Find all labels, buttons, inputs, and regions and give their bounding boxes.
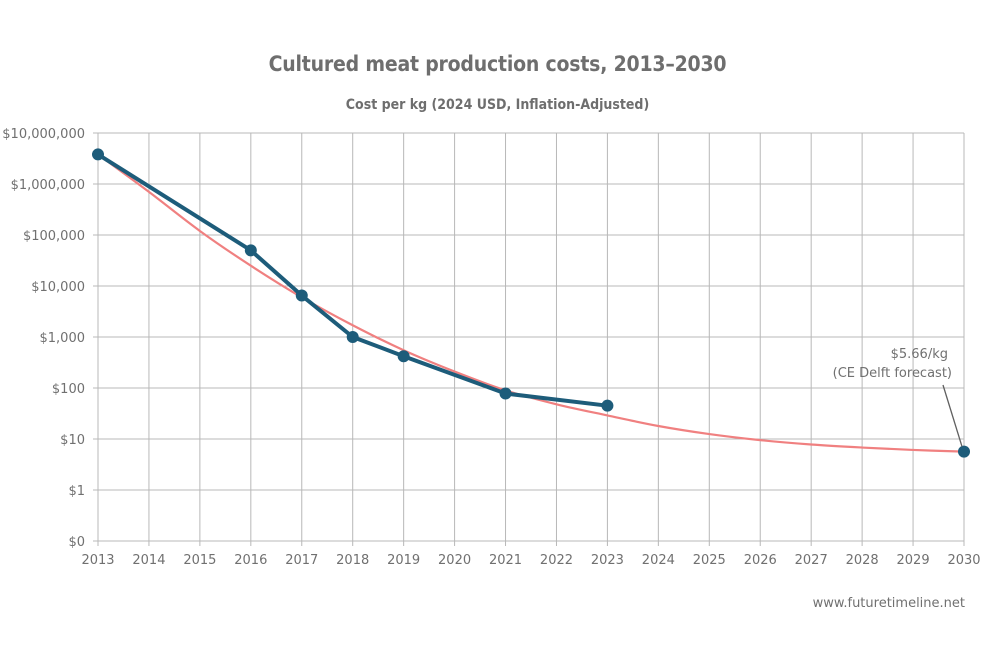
y-tick-label: $1	[68, 484, 85, 499]
y-tick-label: $10,000,000	[2, 127, 85, 142]
x-tick-label: 2016	[234, 553, 267, 568]
x-tick-label: 2014	[132, 553, 165, 568]
x-tick-label: 2020	[438, 553, 471, 568]
x-tick-label: 2029	[897, 553, 930, 568]
x-tick-label: 2023	[591, 553, 624, 568]
annotation-value: $5.66/kg	[891, 347, 948, 362]
annotation-source: (CE Delft forecast)	[833, 366, 952, 381]
y-tick-label: $0	[68, 535, 85, 550]
data-point	[397, 350, 410, 363]
y-tick-label: $10	[60, 433, 85, 448]
x-tick-label: 2025	[693, 553, 726, 568]
tick-labels: 2013 2014 2015 2016 2017 2018 2019 2020 2021 2022…	[2, 127, 980, 568]
data-point	[295, 289, 308, 302]
x-tick-label: 2019	[387, 553, 420, 568]
annotation-leader	[942, 384, 963, 447]
data-point	[244, 244, 257, 257]
data-point	[346, 331, 359, 343]
x-tick-label: 2028	[846, 553, 879, 568]
x-tick-label: 2013	[81, 553, 114, 568]
x-tick-label: 2027	[795, 553, 828, 568]
y-tick-label: $10,000	[31, 280, 85, 295]
forecast-point	[958, 445, 970, 458]
data-point	[92, 148, 104, 161]
annotation: $5.66/kg (CE Delft forecast)	[833, 347, 963, 447]
x-tick-label: 2024	[642, 553, 675, 568]
data-series	[92, 148, 970, 458]
chart-title: Cultured meat production costs, 2013–203…	[268, 52, 727, 76]
data-point	[601, 399, 614, 412]
x-tick-label: 2015	[183, 553, 216, 568]
y-tick-label: $1,000	[40, 331, 86, 346]
y-tick-label: $1,000,000	[11, 178, 85, 193]
x-tick-label: 2030	[947, 553, 980, 568]
y-tick-label: $100	[52, 382, 85, 397]
x-tick-label: 2017	[285, 553, 318, 568]
data-point	[499, 387, 512, 400]
source-credit: www.futuretimeline.net	[812, 596, 965, 611]
x-tick-label: 2021	[489, 553, 522, 568]
x-tick-label: 2018	[336, 553, 369, 568]
trend-line	[97, 153, 965, 453]
y-tick-label: $100,000	[23, 229, 85, 244]
chart-subtitle: Cost per kg (2024 USD, Inflation-Adjuste…	[345, 97, 650, 113]
x-tick-label: 2026	[744, 553, 777, 568]
grid	[93, 132, 965, 546]
x-tick-label: 2022	[540, 553, 573, 568]
trend-series	[97, 153, 965, 453]
